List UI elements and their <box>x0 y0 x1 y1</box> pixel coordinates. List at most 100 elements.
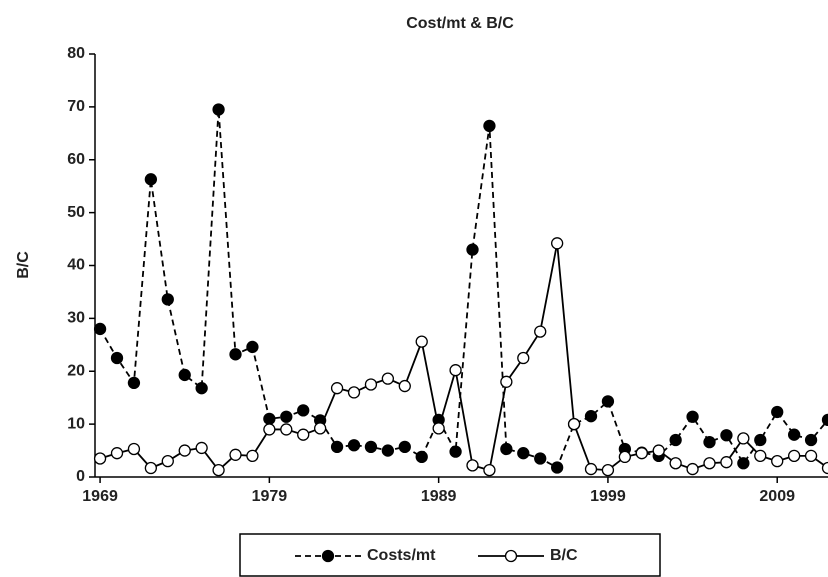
point <box>517 351 530 365</box>
point <box>127 376 141 390</box>
point <box>652 444 665 457</box>
point <box>313 422 327 435</box>
point <box>703 457 716 470</box>
point <box>500 375 513 388</box>
point <box>110 447 124 460</box>
point <box>584 462 598 476</box>
point <box>161 293 174 306</box>
x-tick-label: 1979 <box>252 488 288 505</box>
point <box>93 452 107 465</box>
y-tick-label: 30 <box>67 310 85 327</box>
point <box>635 447 648 460</box>
point <box>347 439 361 452</box>
point <box>229 448 242 461</box>
point <box>686 410 699 423</box>
point <box>821 413 828 427</box>
point <box>466 459 479 472</box>
point <box>398 440 411 454</box>
point <box>178 444 191 457</box>
legend-label: Costs/mt <box>367 547 436 564</box>
point <box>364 378 378 391</box>
y-tick-label: 20 <box>67 362 85 379</box>
point <box>449 364 462 377</box>
y-tick-label: 0 <box>76 468 85 485</box>
legend-marker <box>504 549 518 563</box>
legend-marker <box>321 549 335 563</box>
point <box>618 450 632 464</box>
point <box>212 463 225 477</box>
point <box>381 444 395 457</box>
point <box>754 449 767 463</box>
point <box>280 423 293 436</box>
point <box>246 340 259 354</box>
point <box>534 452 547 465</box>
x-tick-label: 2009 <box>759 488 795 505</box>
point <box>93 322 107 336</box>
point <box>212 103 225 116</box>
point <box>347 386 361 399</box>
point <box>381 372 395 385</box>
point <box>398 379 411 393</box>
point <box>601 395 615 408</box>
point <box>178 368 191 382</box>
y-tick-label: 60 <box>67 151 85 168</box>
point <box>669 457 682 470</box>
y-tick-label: 70 <box>67 98 85 115</box>
point <box>669 433 682 447</box>
point <box>787 428 801 441</box>
point <box>483 119 496 133</box>
point <box>297 428 310 441</box>
point <box>584 410 598 423</box>
point <box>364 440 378 454</box>
point <box>534 325 547 338</box>
legend-label: B/C <box>550 547 578 564</box>
point <box>686 462 699 476</box>
point <box>195 382 208 395</box>
x-tick-label: 1989 <box>421 488 457 505</box>
point <box>415 335 428 348</box>
point <box>550 461 564 474</box>
y-tick-label: 40 <box>67 257 85 274</box>
point <box>567 417 581 431</box>
y-tick-label: 10 <box>67 415 85 432</box>
point <box>127 442 141 456</box>
point <box>110 351 124 365</box>
legend-box <box>239 533 661 577</box>
point <box>771 454 784 468</box>
point <box>737 457 750 470</box>
point <box>330 440 344 454</box>
point <box>415 450 428 464</box>
point <box>703 435 716 449</box>
point <box>297 404 310 417</box>
point <box>195 441 208 455</box>
point <box>246 449 259 463</box>
point <box>804 449 818 463</box>
x-tick-label: 1999 <box>590 488 626 505</box>
point <box>754 433 767 447</box>
x-tick-label: 1969 <box>82 488 118 505</box>
point <box>771 405 784 419</box>
point <box>432 422 445 435</box>
point <box>466 243 479 256</box>
point <box>550 237 564 250</box>
point <box>517 447 530 460</box>
point <box>720 456 733 469</box>
y-tick-label: 80 <box>67 45 85 62</box>
chart-title: Cost/mt & B/C <box>406 15 514 32</box>
point <box>263 423 276 436</box>
y-tick-label: 50 <box>67 204 85 221</box>
point <box>449 445 462 458</box>
point <box>330 382 344 395</box>
point <box>161 454 174 468</box>
point <box>263 412 276 425</box>
point <box>720 429 733 442</box>
point <box>821 461 828 475</box>
point <box>483 463 496 477</box>
point <box>737 432 750 445</box>
point <box>601 463 615 477</box>
point <box>144 173 158 186</box>
point <box>500 442 513 456</box>
point <box>280 410 293 423</box>
point <box>144 461 158 475</box>
